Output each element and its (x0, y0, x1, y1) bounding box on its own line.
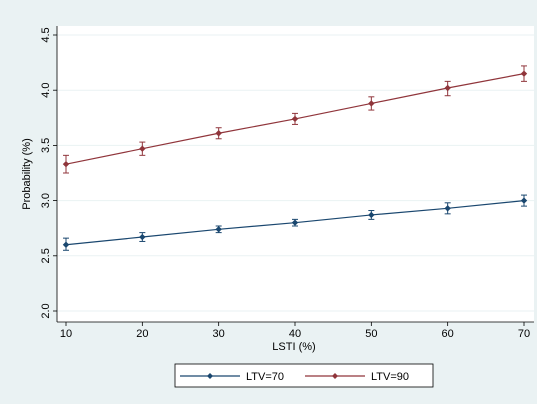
y-tick-label: 3.0 (40, 193, 52, 208)
y-tick-label: 4.0 (40, 83, 52, 98)
x-tick-label: 20 (136, 328, 148, 340)
data-point (139, 233, 146, 241)
series-layer (62, 65, 528, 251)
y-tick-label: 3.5 (40, 138, 52, 153)
x-tick-label: 50 (365, 328, 377, 340)
x-tick-label: 60 (442, 328, 454, 340)
legend-label: LTV=70 (246, 371, 284, 383)
x-tick-label: 70 (518, 328, 530, 340)
y-tick-label: 4.5 (40, 27, 52, 42)
data-point (291, 115, 299, 123)
data-point (444, 205, 451, 212)
data-point (444, 84, 451, 92)
series-ltv-70 (62, 194, 528, 251)
x-tick-label: 30 (213, 328, 225, 340)
data-point (62, 241, 70, 248)
legend-label: LTV=90 (371, 371, 409, 383)
axis-layer: 2.0 2.5 3.0 3.5 4.0 4.5 10 20 30 40 50 60 70 (40, 26, 534, 340)
grid-layer (57, 34, 534, 312)
data-point (215, 226, 222, 233)
y-tick-label: 2.5 (40, 248, 52, 263)
y-axis-label: Probability (%) (21, 138, 33, 210)
data-point (368, 211, 375, 219)
legend-marker (207, 373, 213, 379)
y-tick-label: 2.0 (40, 303, 52, 318)
x-axis-label: LSTI (%) (272, 341, 315, 353)
x-tick-label: 40 (289, 328, 301, 340)
data-point (291, 219, 299, 226)
data-point (215, 130, 222, 137)
series-ltv-90 (62, 65, 528, 174)
data-point (520, 70, 528, 77)
data-point (368, 100, 375, 107)
x-tick-label: 10 (60, 328, 72, 340)
legend-box (174, 363, 434, 388)
data-point (62, 160, 70, 168)
legend: LTV=70 LTV=90 (174, 363, 434, 388)
plot-area (57, 26, 534, 322)
data-point (520, 197, 528, 204)
legend-marker (332, 373, 338, 379)
data-point (139, 145, 146, 152)
